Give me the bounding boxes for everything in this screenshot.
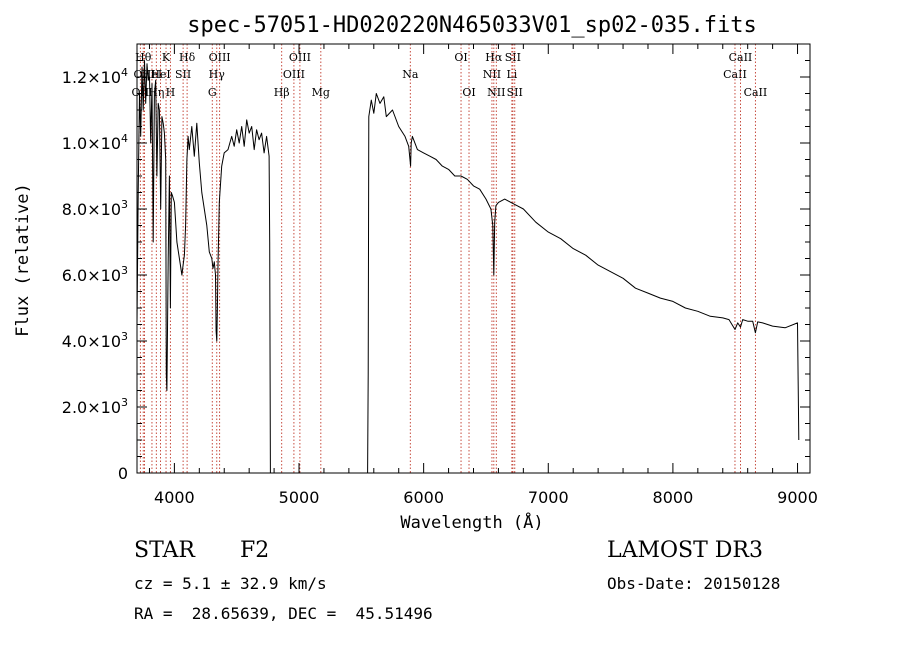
- spectral-line-label-12: OIII: [209, 51, 231, 64]
- x-tick-label-4: 8000: [653, 488, 694, 507]
- spectral-line-label-23: Li: [506, 68, 517, 81]
- spectral-line-label-21: Hα: [485, 51, 503, 64]
- spectral-line-label-27: CaII: [729, 51, 753, 64]
- spectral-line-label-24: SII: [505, 51, 521, 64]
- spectral-line-label-26: CaII: [723, 68, 747, 81]
- spectral-line-label-13: Hβ: [274, 86, 290, 99]
- y-axis-label: Flux (relative): [13, 183, 33, 337]
- x-tick-label-3: 7000: [528, 488, 569, 507]
- spectral-line-label-11: Hγ: [209, 68, 226, 81]
- redshift: cz = 5.1 ± 32.9 km/s: [134, 574, 327, 593]
- spectral-line-label-28: CaII: [744, 86, 768, 99]
- spectral-line-markers: OIIHθOIIIHeIHηHeIKHSIIHδGHγOIIIHβOIIIOII…: [132, 44, 768, 473]
- spectral-line-label-5: HeI: [150, 68, 170, 81]
- y-tick-label-4: 8.0×103: [62, 198, 128, 219]
- axes: 4000 5000 6000 7000 8000 9000 0 2.0×103 4.0×103 6…: [62, 43, 818, 507]
- chart-title: spec-57051-HD020220N465033V01_sp02-035.f…: [187, 13, 757, 38]
- spectral-line-label-15: OIII: [289, 51, 311, 64]
- y-tick-label-0: 0: [118, 464, 128, 483]
- spectral-line-label-1: Hθ: [135, 51, 152, 64]
- spectrum-chart: spec-57051-HD020220N465033V01_sp02-035.f…: [13, 13, 818, 533]
- y-tick-label-2: 4.0×103: [62, 330, 128, 351]
- spectral-line-label-19: OI: [462, 86, 475, 99]
- y-tick-label-5: 1.0×104: [62, 132, 128, 153]
- x-tick-label-1: 5000: [279, 488, 320, 507]
- object-type: STAR: [134, 538, 195, 563]
- spectral-line-label-25: SII: [507, 86, 523, 99]
- coordinates: RA = 28.65639, DEC = 45.51496: [134, 604, 433, 623]
- spectral-line-label-10: G: [208, 86, 217, 99]
- spectral-line-label-20: NII: [483, 68, 501, 81]
- spectral-line-label-6: K: [162, 51, 171, 64]
- spectrum-line: [136, 60, 800, 474]
- x-tick-label-5: 9000: [777, 488, 818, 507]
- subclass: F2: [240, 538, 270, 563]
- plot-frame: [136, 43, 811, 474]
- spectral-line-label-9: Hδ: [179, 51, 196, 64]
- y-tick-label-3: 6.0×103: [62, 264, 128, 285]
- y-tick-label-1: 2.0×103: [62, 396, 128, 417]
- survey-name: LAMOST DR3: [607, 538, 763, 563]
- x-tick-label-0: 4000: [154, 488, 195, 507]
- x-axis-label: Wavelength (Å): [400, 511, 543, 533]
- spectral-line-label-18: OI: [454, 51, 467, 64]
- spectral-line-label-0: OII: [132, 86, 150, 99]
- y-tick-label-6: 1.2×104: [62, 66, 128, 87]
- spectral-line-label-14: OIII: [283, 68, 305, 81]
- spectral-line-label-7: H: [166, 86, 176, 99]
- spectral-line-label-22: NII: [487, 86, 505, 99]
- spectral-line-label-16: Mg: [312, 86, 330, 99]
- x-tick-label-2: 6000: [403, 488, 444, 507]
- spectral-line-label-17: Na: [402, 68, 419, 81]
- obs-date: Obs-Date: 20150128: [607, 574, 781, 593]
- spectral-line-label-8: SII: [175, 68, 191, 81]
